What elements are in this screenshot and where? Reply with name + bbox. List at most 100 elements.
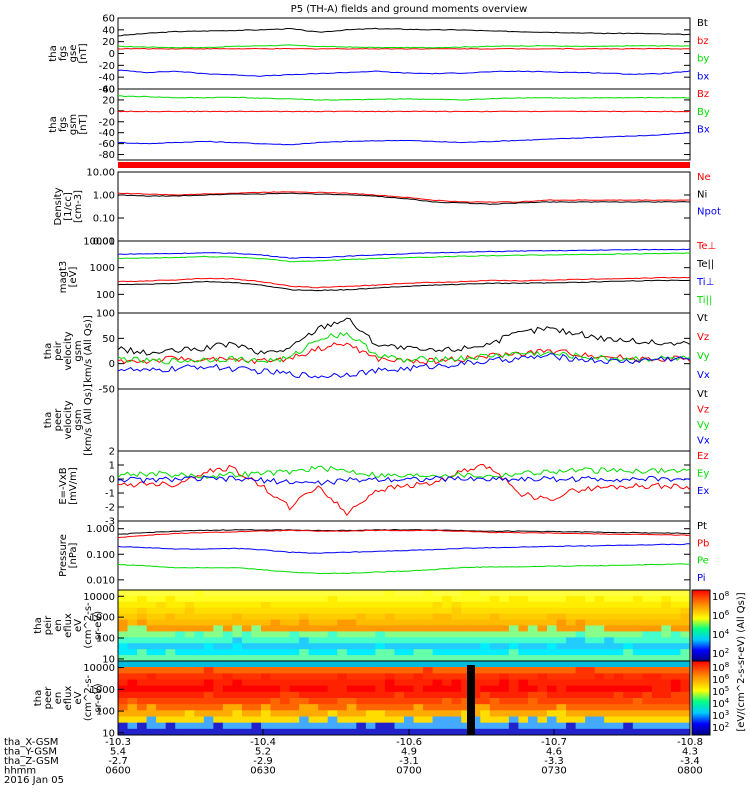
spectrogram-cell	[604, 601, 615, 609]
spectrogram-cell	[651, 716, 662, 724]
spectrogram-cell	[251, 590, 262, 597]
spectrogram-cell	[337, 704, 348, 711]
spectrogram-cell	[594, 673, 605, 680]
spectrogram-cell	[384, 691, 395, 699]
spectrogram-cell	[356, 607, 367, 615]
spectrogram-cell	[194, 601, 205, 609]
spectrogram-cell	[241, 710, 252, 717]
spectrogram-cell	[184, 685, 195, 693]
spectrogram-cell	[251, 631, 262, 638]
legend-Te⊥: Te⊥	[696, 241, 716, 252]
spectrogram-cell	[222, 613, 233, 621]
spectrogram-cell	[404, 631, 415, 638]
spectrogram-cell	[499, 704, 510, 711]
y-tick-label: 1000	[90, 263, 115, 274]
y-tick-label: -20	[99, 61, 115, 72]
y-tick-label: -1	[105, 489, 115, 500]
spectrogram-cell	[346, 710, 357, 717]
spectrogram-cell	[413, 691, 424, 699]
spectrogram-cell	[194, 643, 205, 650]
spectrogram-cell	[623, 728, 634, 736]
spectrogram-cell	[118, 649, 129, 656]
spectrogram-cell	[547, 637, 558, 644]
spectrogram-cell	[508, 704, 519, 711]
spectrogram-cell	[270, 685, 281, 693]
spectrogram-cell	[547, 691, 558, 699]
spectrogram-cell	[613, 643, 624, 650]
legend-Bz: Bz	[697, 89, 709, 100]
spectrogram-cell	[261, 613, 272, 621]
spectrogram-cell	[423, 667, 434, 674]
spectrogram-cell	[337, 679, 348, 687]
spectrogram-cell	[346, 691, 357, 699]
spectrogram-cell	[499, 673, 510, 680]
spectrogram-cell	[394, 704, 405, 711]
spectrogram-cell	[251, 716, 262, 724]
spectrogram-cell	[184, 691, 195, 699]
spectrogram-cell	[289, 704, 300, 711]
spectrogram-cell	[623, 691, 634, 699]
spectrogram-cell	[289, 691, 300, 699]
x-axis-row-label: tha_X-GSM	[4, 737, 58, 748]
spectrogram-cell	[651, 722, 662, 730]
spectrogram-cell	[661, 655, 672, 662]
spectrogram-cell	[527, 595, 538, 603]
y-axis-label-line: tha	[43, 343, 54, 359]
spectrogram-cell	[604, 655, 615, 662]
spectrogram-cell	[289, 722, 300, 730]
spectrogram-cell	[489, 607, 500, 615]
spectrogram-cell	[175, 631, 186, 638]
spectrogram-cell	[194, 691, 205, 699]
spectrogram-cell	[156, 710, 167, 717]
spectrogram-cell	[184, 655, 195, 662]
legend-Vx: Vx	[697, 370, 710, 381]
spectrogram-cell	[337, 649, 348, 656]
spectrogram-cell	[346, 613, 357, 621]
spectrogram-cell	[280, 667, 291, 674]
spectrogram-cell	[337, 685, 348, 693]
spectrogram-cell	[661, 673, 672, 680]
spectrogram-cell	[194, 595, 205, 603]
spectrogram-cell	[508, 607, 519, 615]
spectrogram-cell	[299, 722, 310, 730]
spectrogram-cell	[508, 673, 519, 680]
spectrogram-cell	[537, 595, 548, 603]
spectrogram-cell	[432, 613, 443, 621]
spectrogram-cell	[137, 590, 148, 597]
spectrogram-cell	[489, 649, 500, 656]
series-line-Ey	[117, 465, 691, 479]
spectrogram-cell	[194, 679, 205, 687]
spectrogram-cell	[156, 667, 167, 674]
spectrogram-cell	[203, 595, 214, 603]
spectrogram-cell	[280, 722, 291, 730]
y-axis-label-line: gse	[68, 45, 79, 63]
spectrogram-cell	[203, 722, 214, 730]
spectrogram-cell	[566, 673, 577, 680]
y-tick-label: 10	[102, 728, 115, 739]
spectrogram-cell	[356, 643, 367, 650]
spectrogram-cell	[651, 601, 662, 609]
spectrogram-cell	[165, 679, 176, 687]
spectrogram-cell	[289, 595, 300, 603]
spectrogram-cell	[651, 637, 662, 644]
spectrogram-cell	[394, 637, 405, 644]
spectrogram-cell	[222, 601, 233, 609]
spectrogram-cell	[261, 631, 272, 638]
spectrogram-cell	[203, 590, 214, 597]
spectrogram-cell	[394, 716, 405, 724]
spectrogram-cell	[404, 643, 415, 650]
spectrogram-cell	[470, 619, 481, 626]
spectrogram-cell	[566, 704, 577, 711]
spectrogram-cell	[203, 728, 214, 736]
spectrogram-cell	[527, 590, 538, 597]
spectrogram-cell	[556, 590, 567, 597]
spectrogram-cell	[375, 655, 386, 662]
spectrogram-cell	[280, 655, 291, 662]
spectrogram-cell	[537, 649, 548, 656]
spectrogram-cell	[470, 625, 481, 632]
spectrogram-cell	[156, 673, 167, 680]
spectrogram-cell	[337, 601, 348, 609]
spectrogram-cell	[404, 673, 415, 680]
spectrogram-cell	[137, 595, 148, 603]
spectrogram-cell	[413, 710, 424, 717]
